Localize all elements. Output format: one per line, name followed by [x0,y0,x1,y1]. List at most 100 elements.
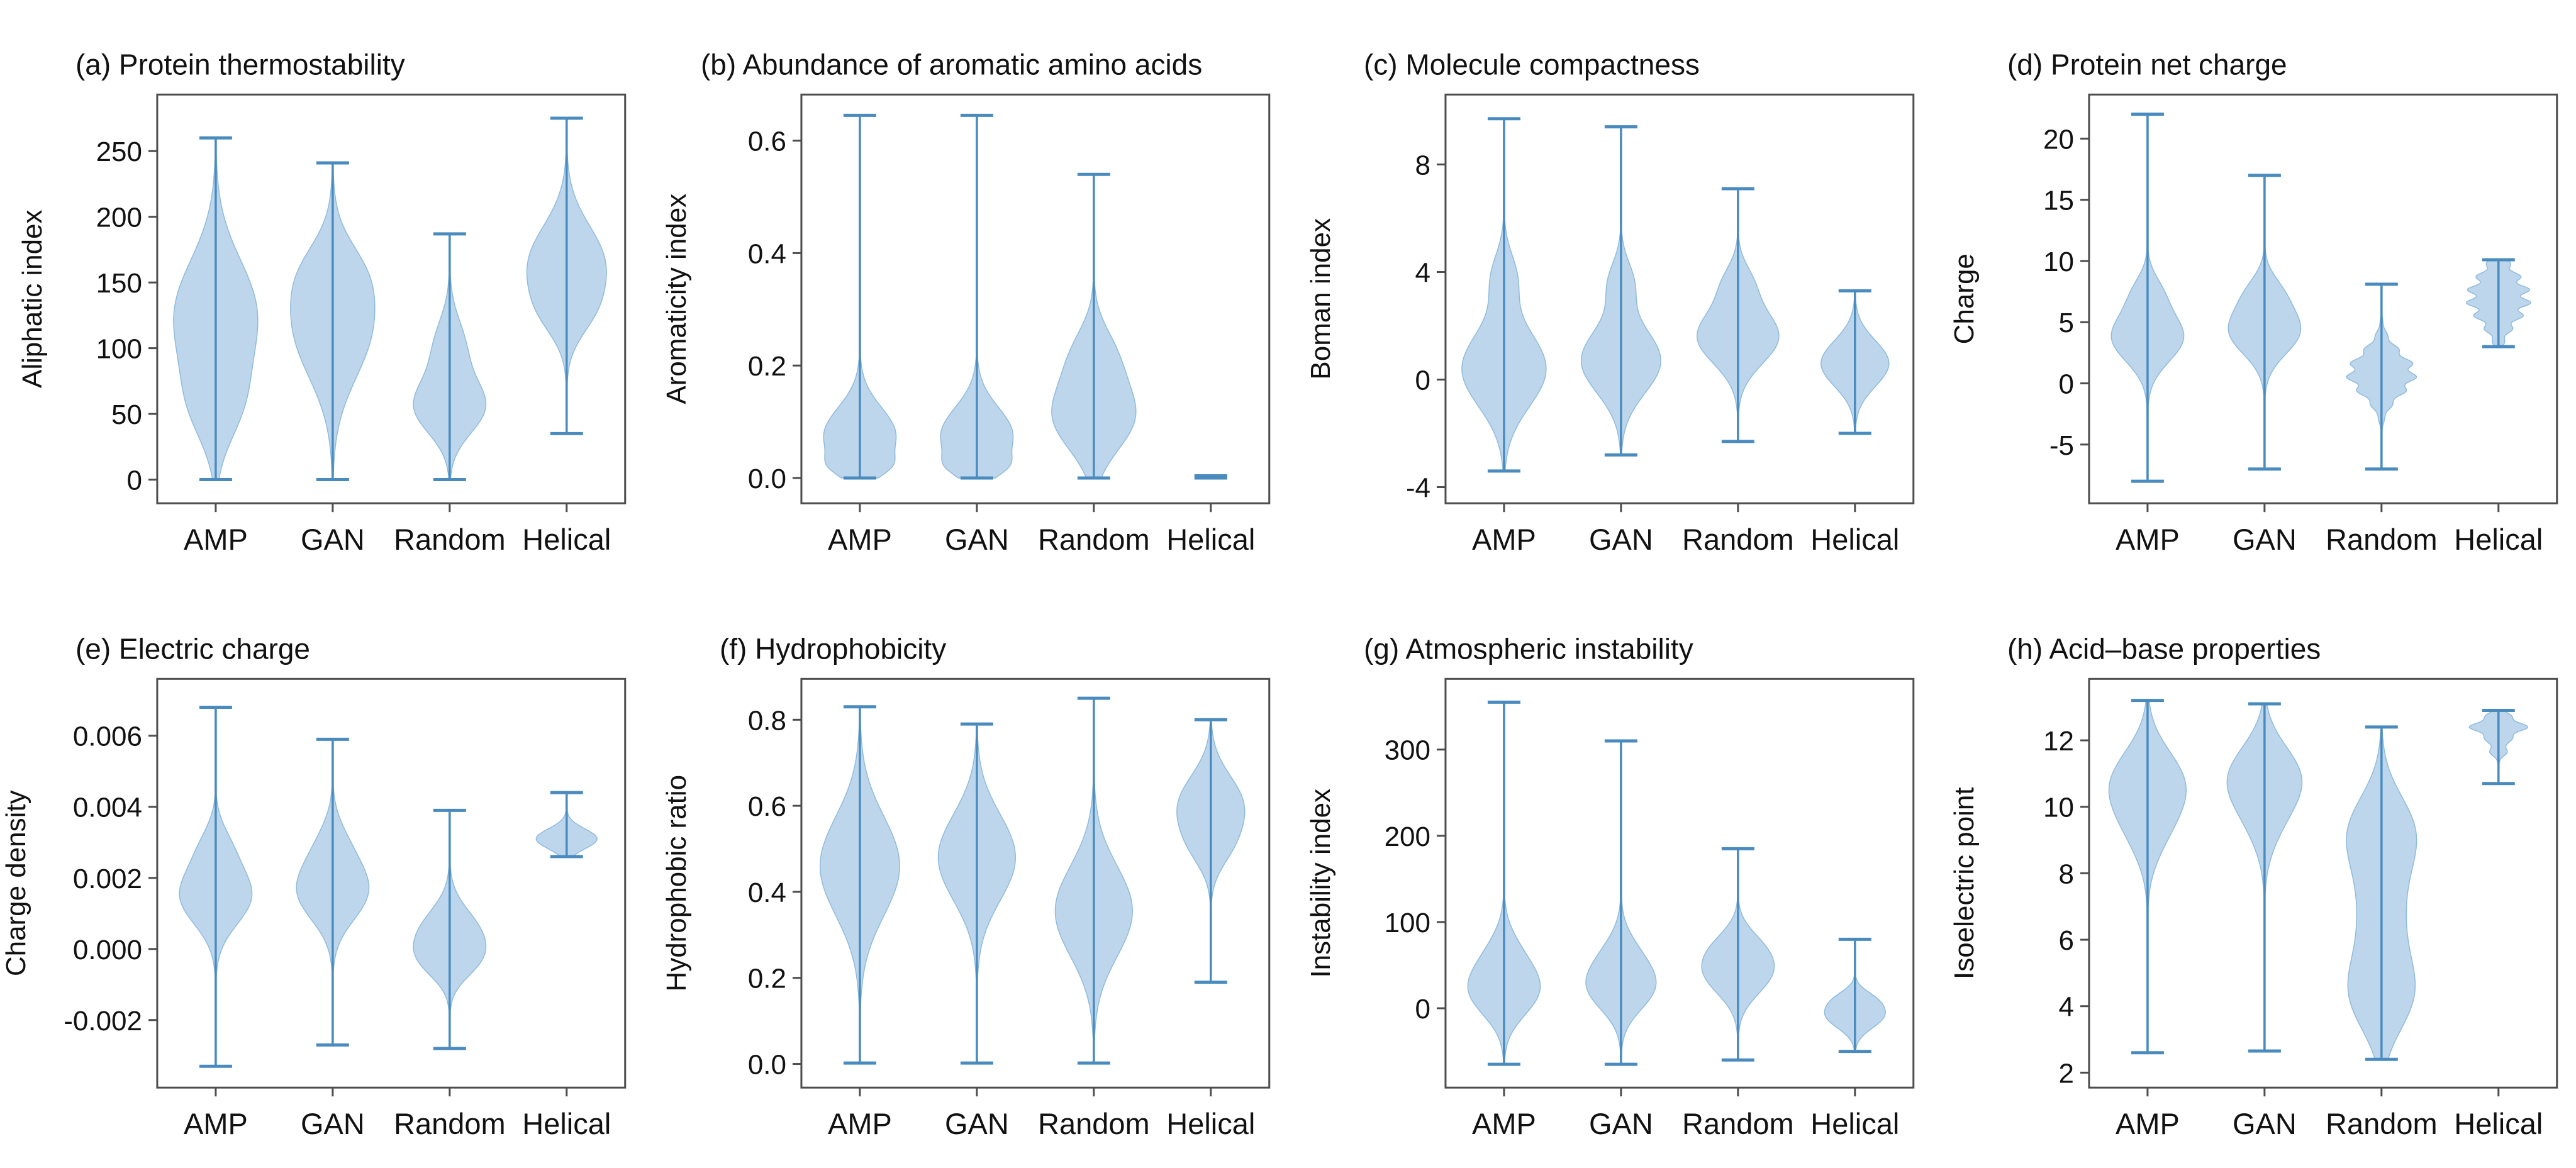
x-category-label: GAN [1588,1107,1653,1140]
panel-f: (f) Hydrophobicity Hydrophobic ratio 0.0… [644,584,1288,1168]
x-category-label: Helical [1810,1107,1899,1140]
y-axis-label: Aliphatic index [17,209,48,388]
plot-border [156,93,627,504]
y-axis-label: Charge density [1,790,31,976]
x-category-label: GAN [301,1107,365,1140]
y-axis-label: Aromaticity index [661,194,692,404]
plot-area: 0 50 100 150 200 250 AMP GAN Random Helical [96,93,627,556]
plot-area: -4 0 4 8 AMP GAN Random Helical [1405,93,1914,556]
x-category-label: Random [1038,1107,1150,1140]
y-tick-label: 0.8 [748,705,786,736]
x-category-label: Random [1682,523,1794,556]
panel-title: (d) Protein net charge [2007,48,2287,81]
violin-plot-charge: (d) Protein net charge Charge -5 0 5 10 15 20… [1949,48,2558,556]
y-tick-label: 0.6 [748,126,786,157]
y-axis-label: Instability index [1305,788,1335,977]
y-tick-label: -5 [2049,430,2074,461]
plot-area: -5 0 5 10 15 20 AMP GAN Random Helical [2043,93,2558,556]
plot-area: 0.0 0.2 0.4 0.6 0.8 AMP GAN Random Helical [748,677,1271,1140]
y-tick-label: 0.004 [73,792,142,823]
y-tick-label: 150 [96,268,142,299]
y-tick-label: 0.000 [73,934,142,965]
violin-plot-charge-density: (e) Electric charge Charge density -0.00… [1,632,627,1140]
plot-border [800,677,1271,1089]
y-axis-label: Boman index [1305,218,1335,380]
plot-border [156,677,627,1089]
y-tick-label: 200 [1384,821,1430,852]
plot-area: -0.002 0.000 0.002 0.004 0.006 AMP GAN Random He… [64,677,627,1140]
x-category-label: Helical [1166,1107,1255,1140]
x-category-label: AMP [184,523,248,556]
panel-title: (g) Atmospheric instability [1363,632,1693,665]
y-tick-label: 8 [1415,150,1430,181]
x-category-label: AMP [2116,523,2180,556]
x-category-label: AMP [1472,523,1536,556]
x-category-label: Helical [2455,1107,2543,1140]
y-tick-label: 0.0 [748,464,786,494]
violin-plot-aliphatic-index: (a) Protein thermostability Aliphatic in… [17,48,627,556]
panel-g: (g) Atmospheric instability Instability … [1288,584,1932,1168]
x-category-label: Helical [1166,523,1255,556]
x-category-label: GAN [945,523,1009,556]
y-tick-label: 0.2 [748,351,786,382]
plot-area: 0 100 200 300 AMP GAN Random Helical [1384,677,1914,1140]
panel-title: (e) Electric charge [75,632,310,665]
x-category-label: GAN [2233,523,2297,556]
x-category-label: Helical [522,1107,611,1140]
plot-border [1444,93,1914,504]
x-category-label: Random [394,523,506,556]
violin-plot-instability-index: (g) Atmospheric instability Instability … [1305,632,1914,1140]
x-category-label: Random [1682,1107,1794,1140]
y-tick-label: 0.6 [748,791,786,822]
y-tick-label: 0 [1415,365,1430,396]
y-tick-label: 4 [1415,257,1430,288]
x-category-label: AMP [1472,1107,1536,1140]
violin-plot-aromaticity-index: (b) Abundance of aromatic amino acids Ar… [661,48,1271,556]
y-tick-label: 0.4 [748,238,786,269]
x-category-label: GAN [2233,1107,2297,1140]
plot-area: 0.0 0.2 0.4 0.6 AMP GAN Random Helical [748,93,1271,556]
y-tick-label: 6 [2059,925,2074,956]
y-tick-label: 4 [2059,991,2074,1022]
violin-plot-isoelectric-point: (h) Acid–base properties Isoelectric poi… [1949,632,2558,1140]
y-tick-label: 300 [1384,735,1430,765]
y-axis-label: Isoelectric point [1949,787,1980,979]
violin-plot-boman-index: (c) Molecule compactness Boman index -4 0… [1305,48,1914,556]
panel-d: (d) Protein net charge Charge -5 0 5 10 15 20… [1932,0,2576,584]
x-category-label: GAN [1588,523,1653,556]
y-tick-label: 0 [2059,369,2074,399]
y-tick-label: 10 [2043,247,2074,277]
panel-title: (h) Acid–base properties [2007,632,2321,665]
panel-a: (a) Protein thermostability Aliphatic in… [0,0,644,584]
y-tick-label: 12 [2043,726,2074,757]
x-category-label: AMP [184,1107,248,1140]
x-category-label: GAN [945,1107,1009,1140]
x-category-label: Random [394,1107,506,1140]
y-tick-label: 250 [96,136,142,167]
panel-title: (c) Molecule compactness [1363,48,1699,81]
y-tick-label: 5 [2059,308,2074,338]
x-category-label: Random [2326,1107,2438,1140]
x-category-label: Random [2326,523,2438,556]
violin-plot-hydrophobic-ratio: (f) Hydrophobicity Hydrophobic ratio 0.0… [661,632,1271,1140]
y-tick-label: 8 [2059,859,2074,889]
y-tick-label: 2 [2059,1058,2074,1089]
y-tick-label: -0.002 [64,1005,142,1036]
y-tick-label: 50 [111,399,142,430]
panel-title: (a) Protein thermostability [75,48,405,81]
x-category-label: AMP [828,523,892,556]
plot-border [800,93,1271,504]
x-category-label: Random [1038,523,1150,556]
y-tick-label: 20 [2043,124,2074,155]
x-category-label: AMP [2116,1107,2180,1140]
plot-border [1444,677,1914,1089]
y-tick-label: 15 [2043,186,2074,216]
panel-title: (f) Hydrophobicity [720,632,946,665]
y-tick-label: 0.006 [73,721,142,752]
plot-border [2088,93,2558,504]
y-tick-label: 100 [1384,907,1430,938]
x-category-label: AMP [828,1107,892,1140]
x-category-label: GAN [301,523,365,556]
y-axis-label: Hydrophobic ratio [661,774,692,991]
